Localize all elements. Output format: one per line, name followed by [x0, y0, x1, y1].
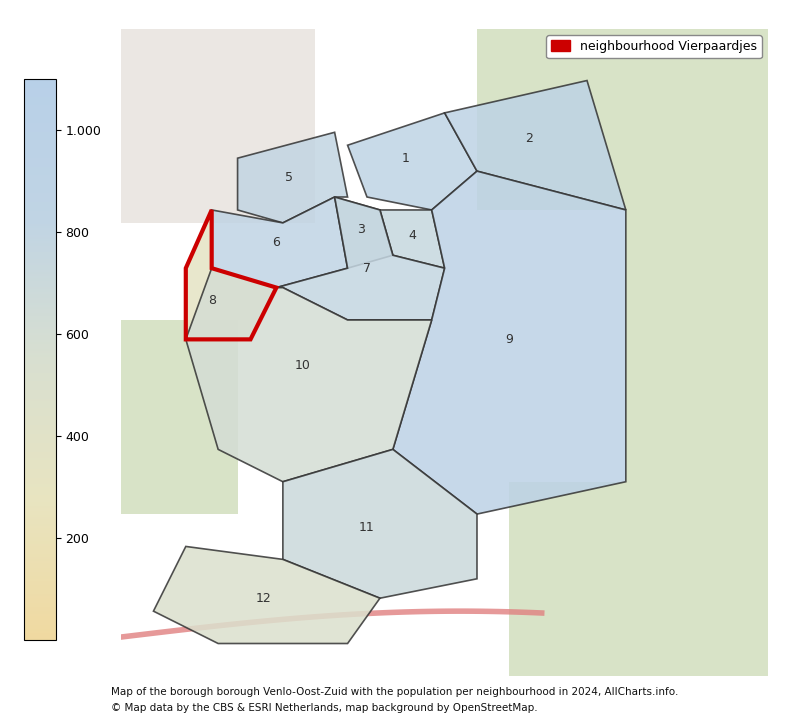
Text: 6: 6: [272, 236, 280, 249]
Polygon shape: [121, 29, 315, 223]
Polygon shape: [153, 546, 380, 644]
Polygon shape: [121, 320, 237, 514]
Text: 1: 1: [402, 152, 410, 165]
Text: 11: 11: [359, 521, 375, 533]
Polygon shape: [283, 449, 477, 598]
Text: © Map data by the CBS & ESRI Netherlands, map background by OpenStreetMap.: © Map data by the CBS & ESRI Netherlands…: [111, 703, 538, 713]
Polygon shape: [186, 268, 432, 482]
Polygon shape: [626, 210, 768, 482]
Polygon shape: [393, 171, 626, 514]
Polygon shape: [509, 482, 768, 676]
Text: Map of the borough borough Venlo-Oost-Zuid with the population per neighbourhood: Map of the borough borough Venlo-Oost-Zu…: [111, 687, 679, 697]
Text: 2: 2: [525, 132, 533, 145]
Polygon shape: [477, 29, 768, 210]
Polygon shape: [445, 81, 626, 210]
Polygon shape: [186, 210, 276, 339]
Text: 5: 5: [285, 171, 293, 184]
Legend: neighbourhood Vierpaardjes: neighbourhood Vierpaardjes: [546, 35, 762, 58]
Text: 9: 9: [506, 333, 513, 346]
Polygon shape: [237, 132, 348, 223]
Polygon shape: [380, 210, 445, 268]
Text: 10: 10: [295, 359, 310, 372]
Polygon shape: [334, 197, 393, 268]
Text: 7: 7: [363, 262, 371, 275]
Polygon shape: [348, 113, 477, 210]
Text: 4: 4: [408, 229, 416, 242]
Text: 8: 8: [208, 294, 216, 307]
Polygon shape: [212, 197, 348, 288]
Polygon shape: [276, 197, 445, 320]
Text: 12: 12: [256, 592, 272, 605]
Text: 3: 3: [357, 223, 364, 236]
